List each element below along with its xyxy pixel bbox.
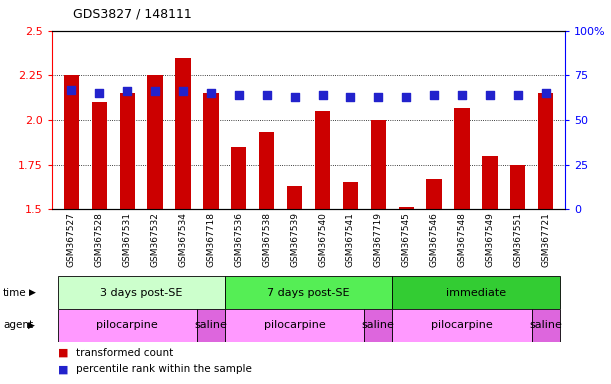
Text: 7 days post-SE: 7 days post-SE xyxy=(267,288,350,298)
Bar xyxy=(225,276,392,309)
Bar xyxy=(197,309,225,342)
Bar xyxy=(455,108,470,209)
Bar xyxy=(147,75,163,209)
Text: GDS3827 / 148111: GDS3827 / 148111 xyxy=(73,8,192,21)
Bar xyxy=(64,75,79,209)
Point xyxy=(373,94,383,100)
Point xyxy=(262,92,272,98)
Text: ■: ■ xyxy=(58,364,68,374)
Text: agent: agent xyxy=(3,320,33,331)
Point xyxy=(318,92,327,98)
Text: percentile rank within the sample: percentile rank within the sample xyxy=(76,364,252,374)
Bar xyxy=(343,182,358,209)
Bar xyxy=(175,58,191,209)
Point xyxy=(95,90,104,96)
Bar xyxy=(371,120,386,209)
Text: pilocarpine: pilocarpine xyxy=(264,320,326,331)
Point xyxy=(67,86,76,93)
Bar xyxy=(398,207,414,209)
Point xyxy=(401,94,411,100)
Bar xyxy=(120,93,135,209)
Bar xyxy=(392,276,560,309)
Text: time: time xyxy=(3,288,27,298)
Bar xyxy=(259,132,274,209)
Bar xyxy=(57,309,197,342)
Point xyxy=(206,90,216,96)
Bar xyxy=(203,93,219,209)
Bar xyxy=(315,111,330,209)
Bar xyxy=(538,93,554,209)
Bar xyxy=(92,102,107,209)
Text: ▶: ▶ xyxy=(29,288,36,297)
Bar xyxy=(426,179,442,209)
Bar xyxy=(392,309,532,342)
Text: saline: saline xyxy=(194,320,227,331)
Text: transformed count: transformed count xyxy=(76,348,174,358)
Bar xyxy=(231,147,246,209)
Text: pilocarpine: pilocarpine xyxy=(431,320,493,331)
Point xyxy=(429,92,439,98)
Text: saline: saline xyxy=(362,320,395,331)
Text: ▶: ▶ xyxy=(28,321,35,330)
Text: immediate: immediate xyxy=(446,288,506,298)
Point xyxy=(485,92,495,98)
Point xyxy=(345,94,355,100)
Bar xyxy=(225,309,364,342)
Point xyxy=(513,92,522,98)
Point xyxy=(234,92,244,98)
Bar xyxy=(510,165,525,209)
Bar xyxy=(482,156,497,209)
Text: 3 days post-SE: 3 days post-SE xyxy=(100,288,182,298)
Bar xyxy=(364,309,392,342)
Text: saline: saline xyxy=(529,320,562,331)
Point xyxy=(541,90,551,96)
Point xyxy=(457,92,467,98)
Bar xyxy=(57,276,225,309)
Text: ■: ■ xyxy=(58,348,68,358)
Bar xyxy=(532,309,560,342)
Point xyxy=(178,88,188,94)
Point xyxy=(150,88,160,94)
Point xyxy=(290,94,299,100)
Point xyxy=(122,88,132,94)
Text: pilocarpine: pilocarpine xyxy=(97,320,158,331)
Bar xyxy=(287,186,302,209)
